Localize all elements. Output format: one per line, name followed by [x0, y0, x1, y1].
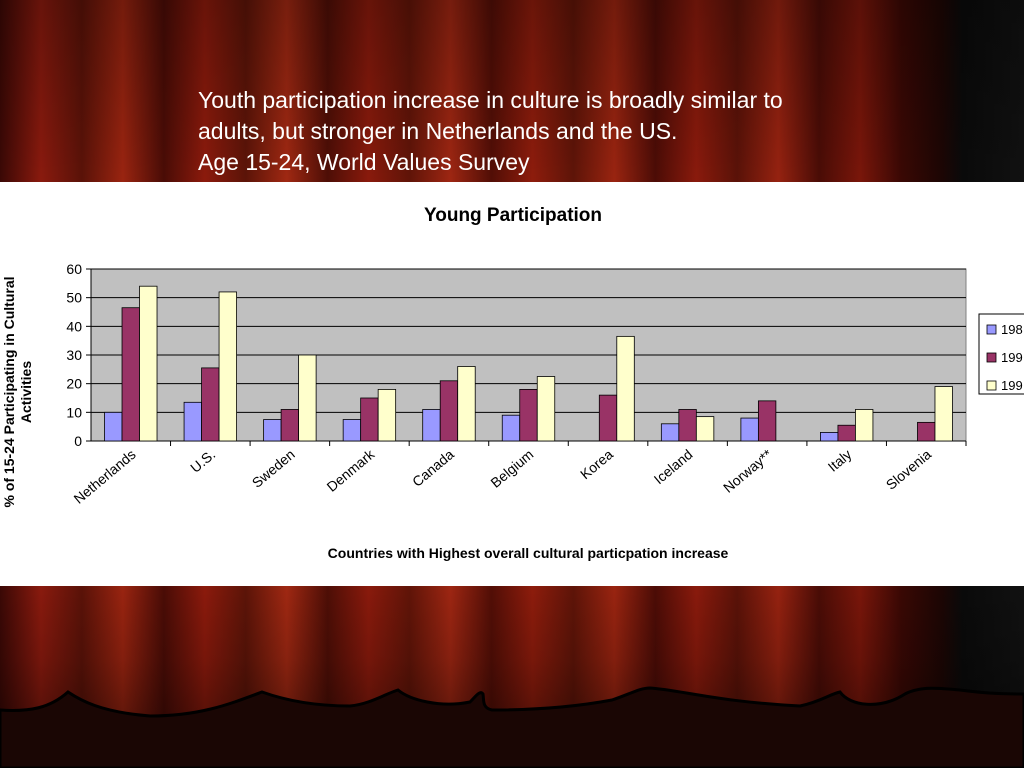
y-tick-label: 60: [66, 261, 82, 277]
x-axis-label: Countries with Highest overall cultural …: [328, 545, 729, 561]
bar-iceland-series-3: [695, 416, 715, 442]
heading-line-2: adults, but stronger in Netherlands and …: [198, 118, 678, 144]
legend-swatch: [986, 380, 997, 391]
legend-label: 199: [1001, 350, 1023, 365]
bar-canada-series-1: [422, 409, 441, 442]
bar-belgium-series-3: [536, 376, 556, 442]
bar-denmark-series-1: [342, 419, 362, 442]
bar-korea-series-2: [598, 394, 618, 442]
bar-canada-series-3: [457, 366, 476, 442]
bar-netherlands-series-2: [121, 307, 140, 442]
y-axis-label-line-1: % of 15-24 Participating in Cultural: [1, 276, 17, 507]
bar-us-series-2: [201, 367, 220, 442]
bar-sweden-series-3: [298, 354, 317, 442]
heading-line-3: Age 15-24, World Values Survey: [198, 149, 530, 175]
chart-panel: Young Participation % of 15-24 Participa…: [0, 182, 1024, 586]
y-tick-label: 50: [66, 290, 82, 306]
bar-us-series-3: [218, 291, 237, 442]
bar-denmark-series-2: [360, 397, 379, 442]
x-tick-label: Slovenia: [883, 446, 935, 493]
bar-denmark-series-3: [377, 388, 397, 442]
x-tick-label: Sweden: [249, 446, 298, 491]
y-tick-label: 30: [66, 347, 82, 363]
bar-netherlands-series-3: [139, 285, 158, 442]
bar-iceland-series-2: [678, 409, 697, 442]
curtain-top-shade: [0, 0, 1024, 182]
y-axis-label: % of 15-24 Participating in Cultural Act…: [1, 276, 34, 507]
y-tick-label: 40: [66, 318, 82, 334]
bar-norway-series-2: [757, 400, 777, 442]
bar-netherlands-series-1: [104, 411, 123, 442]
legend-label: 198: [1001, 322, 1023, 337]
bar-slovenia-series-3: [934, 386, 953, 442]
legend-label: 199: [1001, 378, 1023, 393]
x-tick-label: Canada: [409, 446, 457, 490]
bar-sweden-series-2: [280, 409, 300, 442]
legend-swatch: [986, 352, 997, 363]
x-tick-label: Italy: [825, 446, 855, 475]
y-tick-label: 0: [74, 433, 82, 449]
plot-area: 0 10 20 30 40 50 60 Netherlands U.S. Sweden Denmar…: [66, 261, 967, 507]
legend-box: [978, 313, 1024, 395]
slide-heading: Youth participation increase in culture …: [198, 85, 898, 178]
bar-us-series-1: [183, 401, 202, 442]
legend: 198 199 199: [978, 313, 1024, 395]
bar-sweden-series-1: [263, 419, 282, 442]
bar-norway-series-1: [740, 417, 759, 442]
legend-swatch: [986, 324, 997, 335]
x-tick-label: Norway**: [720, 446, 775, 496]
bar-italy-series-2: [837, 424, 856, 442]
chart-title: Young Participation: [424, 205, 602, 226]
x-tick-label: Denmark: [324, 445, 379, 494]
bar-italy-series-1: [820, 431, 839, 442]
curtain-valance: [0, 686, 1024, 768]
x-tick-label: Netherlands: [71, 446, 139, 507]
bar-belgium-series-1: [501, 414, 521, 442]
bar-korea-series-3: [616, 335, 635, 442]
x-tick-label: Belgium: [487, 446, 536, 491]
bar-italy-series-3: [855, 409, 874, 442]
bar-iceland-series-1: [660, 423, 680, 442]
y-axis-label-line-2: Activities: [18, 361, 34, 423]
y-tick-label: 10: [66, 404, 82, 420]
x-tick-label: Iceland: [651, 446, 696, 487]
y-tick-label: 20: [66, 376, 82, 392]
bar-slovenia-series-2: [917, 421, 936, 442]
x-tick-label: U.S.: [187, 446, 218, 476]
x-tick-label: Korea: [577, 446, 616, 482]
bar-canada-series-2: [439, 380, 459, 442]
bar-chart: Young Participation % of 15-24 Participa…: [1, 205, 1024, 561]
heading-line-1: Youth participation increase in culture …: [198, 87, 783, 113]
bar-belgium-series-2: [519, 388, 538, 442]
